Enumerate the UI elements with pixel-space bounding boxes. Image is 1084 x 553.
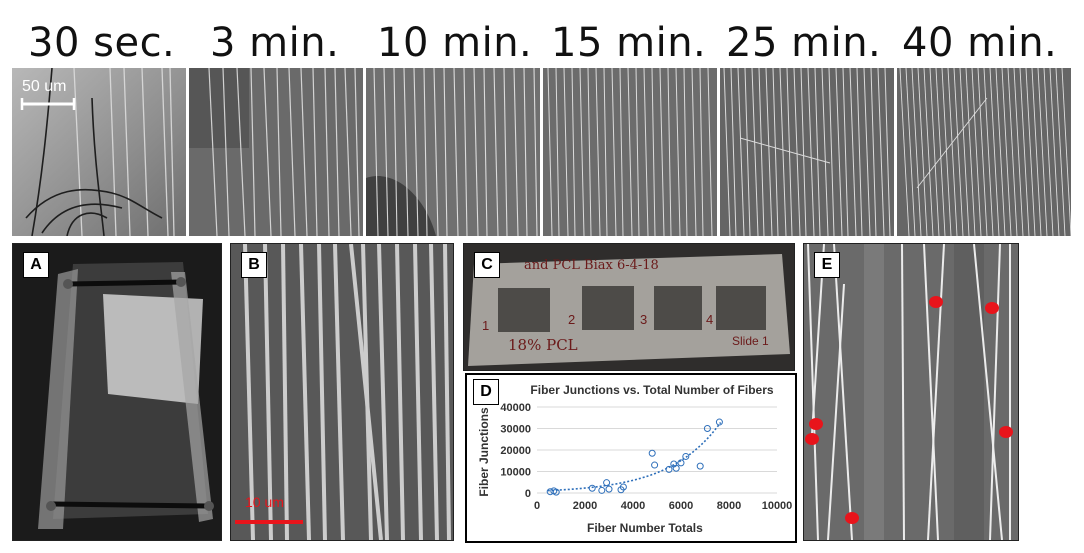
data-point: [682, 452, 690, 460]
y-tick-label: 40000: [500, 402, 531, 414]
slide-handwriting-4: 4: [706, 312, 714, 327]
sem-image-highmag: [231, 244, 453, 540]
time-label-40min: 40 min.: [902, 20, 1058, 66]
sem-image-30sec: [12, 68, 186, 236]
scatter-plot: 0 10000 20000 30000 40000 0 2000 4000 6000 8000 10…: [500, 402, 793, 512]
data-point: [552, 488, 560, 496]
time-label-3min: 3 min.: [210, 20, 340, 66]
sem-image-3min: [189, 68, 363, 236]
panel-c-photo: C and PCL Biax 6-4-18 1 2 3 4 18% PCL Sl…: [463, 243, 795, 371]
data-point: [715, 418, 723, 426]
y-tick-label: 10000: [500, 467, 531, 479]
slide-handwriting-title: and PCL Biax 6-4-18: [524, 258, 659, 273]
sem-strip-10min: [366, 68, 540, 236]
time-label-15min: 15 min.: [551, 20, 707, 66]
chart-xlabel: Fiber Number Totals: [587, 521, 703, 535]
sem-strip-30sec: 50 um: [12, 68, 186, 236]
y-tick-label: 30000: [500, 424, 531, 436]
y-tick-label: 20000: [500, 445, 531, 457]
panel-b-scale-bar-label: 10 um: [245, 494, 284, 510]
panel-a-label: A: [23, 252, 49, 278]
panel-e-sem: E: [803, 243, 1019, 541]
x-tick-label: 8000: [717, 500, 741, 512]
sem-strip-40min: [897, 68, 1071, 236]
chart-ylabel: Fiber Junctions: [477, 407, 491, 497]
slide-image: [464, 244, 794, 370]
data-point: [598, 486, 606, 494]
panel-d-chart: D Fiber Junctions vs. Total Number of Fi…: [465, 373, 797, 543]
data-point: [605, 485, 613, 493]
x-tick-label: 2000: [573, 500, 597, 512]
panel-e-label: E: [814, 252, 840, 278]
data-point: [696, 462, 704, 470]
sem-image-40min: [897, 68, 1071, 236]
chart-title: Fiber Junctions vs. Total Number of Fibe…: [530, 383, 774, 397]
x-tick-label: 6000: [669, 500, 693, 512]
data-point: [619, 483, 627, 491]
x-tick-label: 4000: [621, 500, 645, 512]
data-point: [677, 459, 685, 467]
panel-b-label: B: [241, 252, 267, 278]
data-point: [648, 449, 656, 457]
slide-handwriting-1: 1: [482, 318, 490, 333]
trendline: [547, 422, 722, 492]
slide-handwriting-slide: Slide 1: [732, 334, 769, 348]
time-label-25min: 25 min.: [726, 20, 882, 66]
data-point: [603, 479, 611, 487]
panel-b-sem: B 10 um: [230, 243, 454, 541]
data-point: [703, 425, 711, 432]
sem-image-25min: [720, 68, 894, 236]
slide-handwriting-pcl: 18% PCL: [508, 336, 578, 354]
time-label-30sec: 30 sec.: [28, 20, 176, 66]
sem-strip-3min: [189, 68, 363, 236]
panel-d-label: D: [473, 379, 499, 405]
sem-image-junctions: [804, 244, 1018, 540]
strip-scale-bar-label: 50 um: [22, 78, 67, 95]
time-label-10min: 10 min.: [377, 20, 533, 66]
collector-frame-image: [13, 244, 221, 540]
slide-handwriting-2: 2: [568, 312, 576, 327]
panel-c-label: C: [474, 252, 500, 278]
y-tick-label: 0: [525, 488, 531, 500]
slide-handwriting-3: 3: [640, 312, 648, 327]
panel-a-photo: A: [12, 243, 222, 541]
x-tick-label: 10000: [762, 500, 793, 512]
sem-image-15min: [543, 68, 717, 236]
sem-strip-25min: [720, 68, 894, 236]
data-point: [665, 465, 673, 473]
data-point: [588, 484, 596, 492]
x-tick-label: 0: [534, 500, 540, 512]
sem-image-10min: [366, 68, 540, 236]
data-point: [672, 464, 680, 472]
sem-strip-15min: [543, 68, 717, 236]
data-point: [651, 461, 659, 469]
